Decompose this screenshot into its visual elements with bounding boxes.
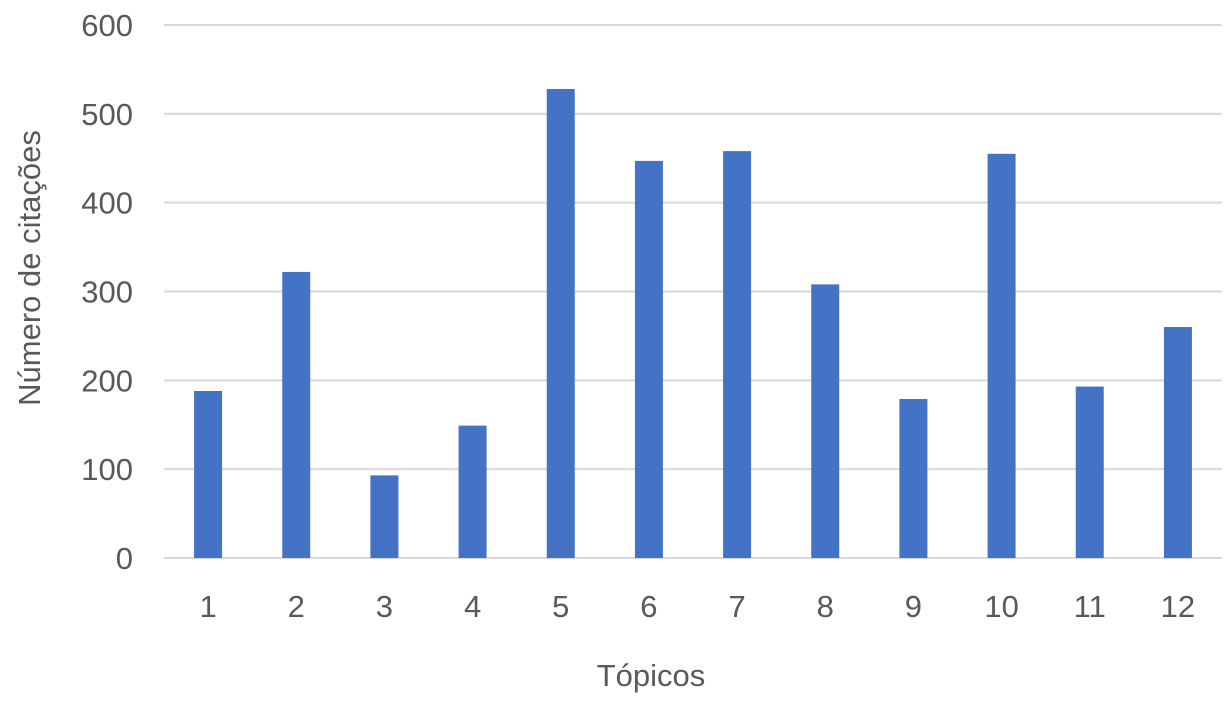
bar-topic-12 — [1164, 327, 1192, 558]
y-axis-title: Número de citações — [12, 130, 47, 406]
y-tick-label: 500 — [81, 97, 133, 132]
y-axis-tick-labels: 0 100 200 300 400 500 600 — [81, 8, 133, 576]
bar-topic-10 — [988, 154, 1016, 558]
bar-topic-9 — [899, 399, 927, 558]
x-tick-label: 8 — [817, 589, 834, 624]
bars — [194, 89, 1192, 558]
y-tick-label: 200 — [81, 363, 133, 398]
x-tick-label: 1 — [199, 589, 216, 624]
x-tick-label: 6 — [640, 589, 657, 624]
x-axis-tick-labels: 1 2 3 4 5 6 7 8 9 10 11 12 — [199, 589, 1195, 624]
bar-topic-11 — [1076, 387, 1104, 558]
y-tick-label: 100 — [81, 452, 133, 487]
x-tick-label: 4 — [464, 589, 481, 624]
bar-topic-4 — [459, 426, 487, 558]
bar-topic-5 — [547, 89, 575, 558]
x-tick-label: 3 — [376, 589, 393, 624]
bar-topic-6 — [635, 161, 663, 558]
y-tick-label: 600 — [81, 8, 133, 43]
bar-topic-3 — [370, 475, 398, 558]
x-axis-title: Tópicos — [597, 658, 706, 693]
x-tick-label: 5 — [552, 589, 569, 624]
bar-topic-1 — [194, 391, 222, 558]
bar-topic-2 — [282, 272, 310, 558]
x-tick-label: 12 — [1161, 589, 1195, 624]
bar-topic-8 — [811, 284, 839, 558]
x-tick-label: 10 — [984, 589, 1018, 624]
y-tick-label: 0 — [116, 541, 133, 576]
y-tick-label: 300 — [81, 275, 133, 310]
x-tick-label: 2 — [288, 589, 305, 624]
x-tick-label: 9 — [905, 589, 922, 624]
x-tick-label: 7 — [728, 589, 745, 624]
gridlines — [164, 25, 1222, 558]
y-tick-label: 400 — [81, 186, 133, 221]
x-tick-label: 11 — [1074, 589, 1106, 624]
bar-topic-7 — [723, 151, 751, 558]
